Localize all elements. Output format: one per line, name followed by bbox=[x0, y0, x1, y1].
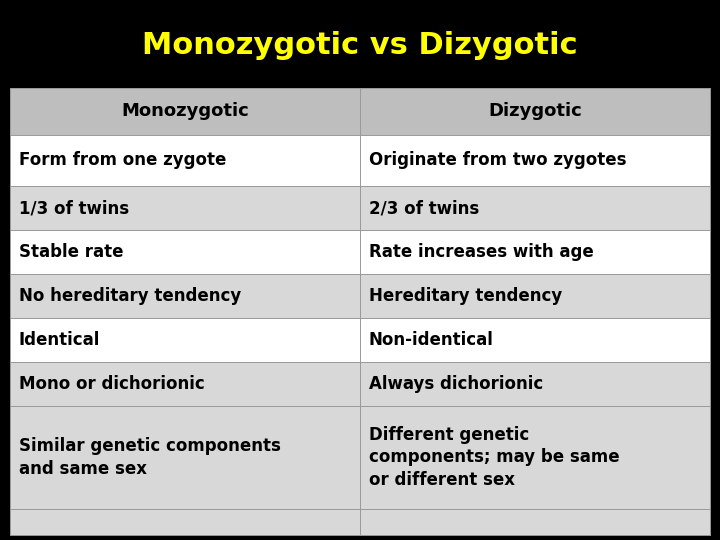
Text: Originate from two zygotes: Originate from two zygotes bbox=[369, 151, 626, 170]
Text: Different genetic
components; may be same
or different sex: Different genetic components; may be sam… bbox=[369, 426, 619, 489]
Text: Identical: Identical bbox=[19, 331, 100, 349]
Text: Mono or dichorionic: Mono or dichorionic bbox=[19, 375, 204, 393]
Text: 1/3 of twins: 1/3 of twins bbox=[19, 199, 129, 217]
Text: Stable rate: Stable rate bbox=[19, 243, 123, 261]
Text: Always dichorionic: Always dichorionic bbox=[369, 375, 543, 393]
Text: Monozygotic vs Dizygotic: Monozygotic vs Dizygotic bbox=[142, 30, 578, 59]
Text: Hereditary tendency: Hereditary tendency bbox=[369, 287, 562, 305]
Text: Rate increases with age: Rate increases with age bbox=[369, 243, 593, 261]
Text: Form from one zygote: Form from one zygote bbox=[19, 151, 226, 170]
Text: Dizygotic: Dizygotic bbox=[488, 102, 582, 120]
Text: Non-identical: Non-identical bbox=[369, 331, 493, 349]
Text: Monozygotic: Monozygotic bbox=[121, 102, 249, 120]
Text: Similar genetic components
and same sex: Similar genetic components and same sex bbox=[19, 437, 281, 477]
Text: No hereditary tendency: No hereditary tendency bbox=[19, 287, 241, 305]
Text: 2/3 of twins: 2/3 of twins bbox=[369, 199, 479, 217]
